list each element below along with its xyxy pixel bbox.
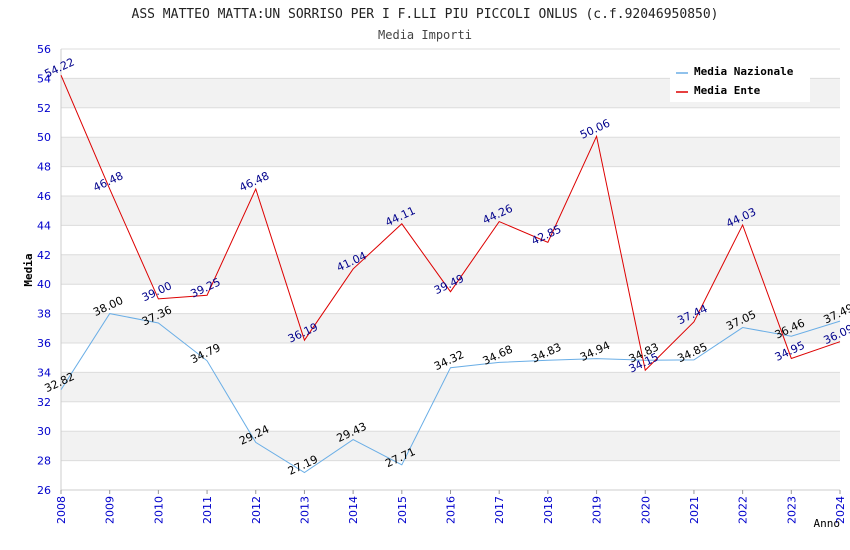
x-tick-label: 2024	[834, 496, 847, 524]
y-tick-label: 44	[37, 219, 51, 232]
y-tick-label: 42	[37, 249, 51, 262]
y-axis-ticks: 26 28 30 32 34 36 38 40 42 44 46 48 50 52 54 56	[37, 43, 51, 497]
y-tick-label: 54	[37, 72, 51, 85]
plot-band	[61, 137, 840, 167]
legend-label-media-ente: Media Ente	[694, 84, 761, 97]
plot-background-bands	[61, 78, 840, 461]
x-tick-label: 2014	[347, 496, 360, 524]
y-tick-label: 34	[37, 366, 51, 379]
chart-subtitle: Media Importi	[378, 28, 472, 42]
plot-band	[61, 254, 840, 285]
plot-band	[61, 313, 840, 343]
series-line-media-ente	[60, 74, 841, 372]
y-tick-label: 32	[37, 396, 51, 409]
plot-band	[61, 372, 840, 402]
x-tick-label: 2012	[250, 496, 263, 524]
y-tick-label: 50	[37, 131, 51, 144]
x-tick-label: 2017	[493, 496, 506, 524]
y-axis-label: Media	[22, 253, 35, 286]
y-tick-label: 46	[37, 190, 51, 203]
legend: Media Nazionale Media Ente	[670, 60, 810, 102]
plot-band	[61, 196, 840, 226]
x-tick-label: 2023	[785, 496, 798, 524]
y-tick-label: 30	[37, 425, 51, 438]
x-tick-label: 2022	[737, 496, 750, 524]
y-tick-label: 56	[37, 43, 51, 56]
y-tick-label: 52	[37, 102, 51, 115]
x-tick-label: 2015	[396, 496, 409, 524]
x-tick-label: 2018	[542, 496, 555, 524]
x-tick-label: 2008	[55, 496, 68, 524]
x-tick-label: 2016	[445, 496, 458, 524]
y-tick-label: 48	[37, 161, 51, 174]
x-tick-label: 2021	[688, 496, 701, 524]
y-tick-label: 40	[37, 278, 51, 291]
y-tick-label: 28	[37, 455, 51, 468]
x-axis-label: Anno	[814, 517, 841, 530]
x-tick-label: 2010	[152, 496, 165, 524]
y-tick-label: 26	[37, 484, 51, 497]
y-tick-label: 36	[37, 337, 51, 350]
x-tick-label: 2013	[298, 496, 311, 524]
legend-label-media-nazionale: Media Nazionale	[694, 65, 794, 78]
x-tick-label: 2009	[104, 496, 117, 524]
x-axis-ticks: 2008 2009 2010 2011 2012 2013 2014 2015 2016 2017…	[55, 490, 847, 524]
x-tick-label: 2020	[639, 496, 652, 524]
plot-band	[61, 431, 840, 461]
x-tick-label: 2011	[201, 496, 214, 524]
series-line-media-nazionale	[60, 313, 841, 474]
chart-title: ASS MATTEO MATTA:UN SORRISO PER I F.LLI …	[132, 7, 719, 22]
series-lines	[60, 74, 841, 474]
x-tick-label: 2019	[591, 496, 604, 524]
legend-box	[670, 60, 810, 102]
y-tick-label: 38	[37, 308, 51, 321]
